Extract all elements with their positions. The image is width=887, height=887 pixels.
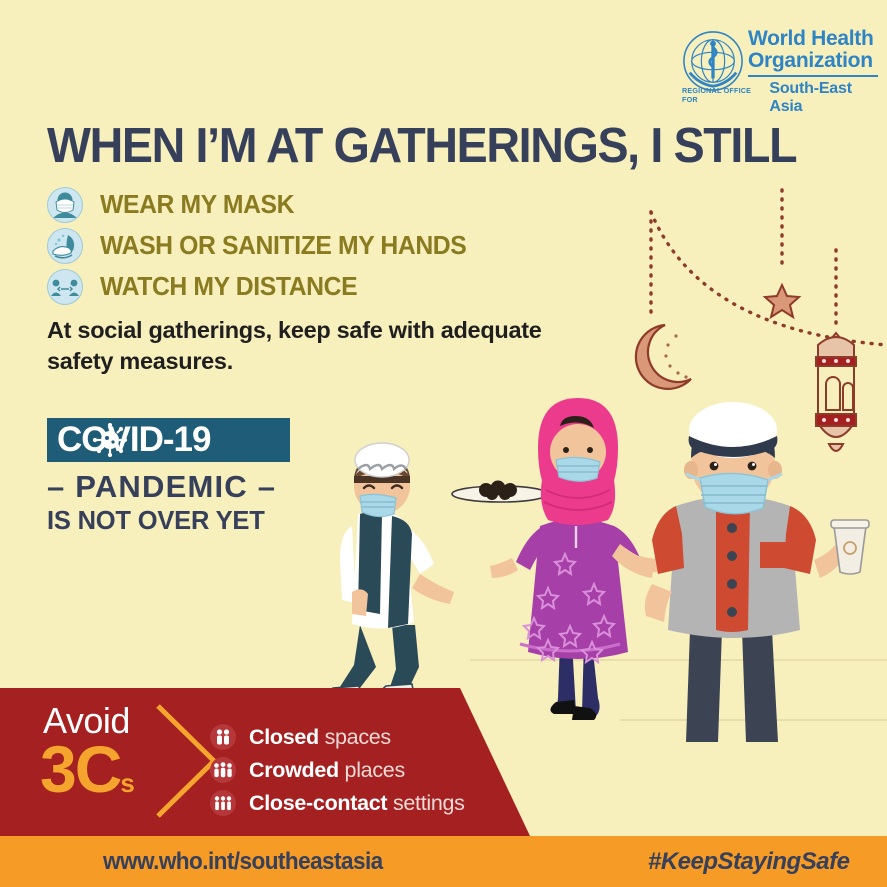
who-regional-prefix: REGIONAL OFFICE FOR bbox=[682, 86, 752, 104]
covid-lockup: COVID-19 – PANDEMIC – IS NOT OV bbox=[47, 418, 297, 536]
hanging-star-icon bbox=[762, 282, 802, 320]
covid-badge-label: COVID-19 bbox=[57, 420, 211, 459]
coffee-cup-icon bbox=[830, 519, 870, 575]
who-regional-line: REGIONAL OFFICE FOR South-East Asia bbox=[682, 80, 882, 116]
list-item: Crowded places bbox=[210, 755, 465, 785]
who-regional-office: South-East Asia bbox=[769, 80, 852, 115]
list-item-label: Crowded places bbox=[249, 758, 405, 783]
list-item: WATCH MY DISTANCE bbox=[47, 268, 478, 306]
list-item-label: WATCH MY DISTANCE bbox=[100, 272, 358, 301]
list-item-rest: spaces bbox=[318, 724, 392, 749]
campaign-hashtag[interactable]: #KeepStayingSafe bbox=[648, 848, 850, 875]
list-item-label: WEAR MY MASK bbox=[100, 190, 295, 219]
man-with-coffee-cup bbox=[612, 402, 870, 742]
coronavirus-icon bbox=[93, 423, 127, 457]
who-emblem-icon bbox=[683, 31, 743, 91]
two-people-icon bbox=[210, 724, 236, 750]
illustration-scene bbox=[327, 398, 887, 742]
website-url[interactable]: www.who.int/southeastasia bbox=[103, 848, 383, 875]
list-item: Close-contact settings bbox=[210, 788, 465, 818]
list-item-bold: Closed bbox=[249, 724, 319, 749]
list-item: WASH OR SANITIZE MY HANDS bbox=[47, 227, 478, 265]
list-item: WEAR MY MASK bbox=[47, 186, 478, 224]
who-org-line1: World Health bbox=[748, 27, 874, 50]
masked-face-icon bbox=[47, 187, 83, 223]
avoid-3cs-band bbox=[0, 688, 530, 836]
woman-in-hijab bbox=[490, 398, 666, 720]
who-org-line2: Organization bbox=[748, 49, 873, 72]
who-logo: World Health Organization REGIONAL OFFIC… bbox=[682, 26, 880, 115]
avoid-label: Avoid bbox=[43, 700, 130, 741]
who-org-name: World Health Organization bbox=[748, 28, 880, 72]
handwashing-icon bbox=[47, 228, 83, 264]
three-people-icon bbox=[210, 757, 236, 783]
list-item-label: Close-contact settings bbox=[249, 791, 465, 816]
boy-with-dates-plate bbox=[327, 442, 549, 705]
precautions-list: WEAR MY MASK WASH OR SANITIZE MY HANDS bbox=[47, 186, 478, 309]
avoid-3cs-list: Closed spaces Crowded places bbox=[210, 722, 465, 821]
body-copy: At social gatherings, keep safe with ade… bbox=[47, 317, 542, 374]
covid-pandemic-label: – PANDEMIC – bbox=[47, 469, 277, 504]
footer-bar: www.who.int/southeastasia #KeepStayingSa… bbox=[0, 836, 887, 887]
page-title: WHEN I’M AT GATHERINGS, I STILL bbox=[47, 119, 798, 173]
list-item-label: Closed spaces bbox=[249, 725, 391, 750]
list-item-rest: settings bbox=[387, 790, 465, 815]
close-contact-people-icon bbox=[210, 790, 236, 816]
list-item-bold: Crowded bbox=[249, 757, 339, 782]
three-cs-suffix: s bbox=[120, 768, 135, 798]
covid-not-over-label: IS NOT OVER YET bbox=[47, 507, 265, 535]
three-cs-label: 3Cs bbox=[40, 736, 135, 816]
who-divider bbox=[748, 75, 878, 77]
list-item-bold: Close-contact bbox=[249, 790, 388, 815]
list-item: Closed spaces bbox=[210, 722, 465, 752]
three-cs-number: 3C bbox=[40, 732, 122, 806]
list-item-rest: places bbox=[338, 757, 406, 782]
plate-of-dates-icon bbox=[451, 480, 549, 503]
dotted-garland-icon bbox=[649, 188, 887, 347]
physical-distancing-icon bbox=[47, 269, 83, 305]
list-item-label: WASH OR SANITIZE MY HANDS bbox=[100, 231, 467, 260]
covid-badge: COVID-19 bbox=[47, 418, 290, 462]
